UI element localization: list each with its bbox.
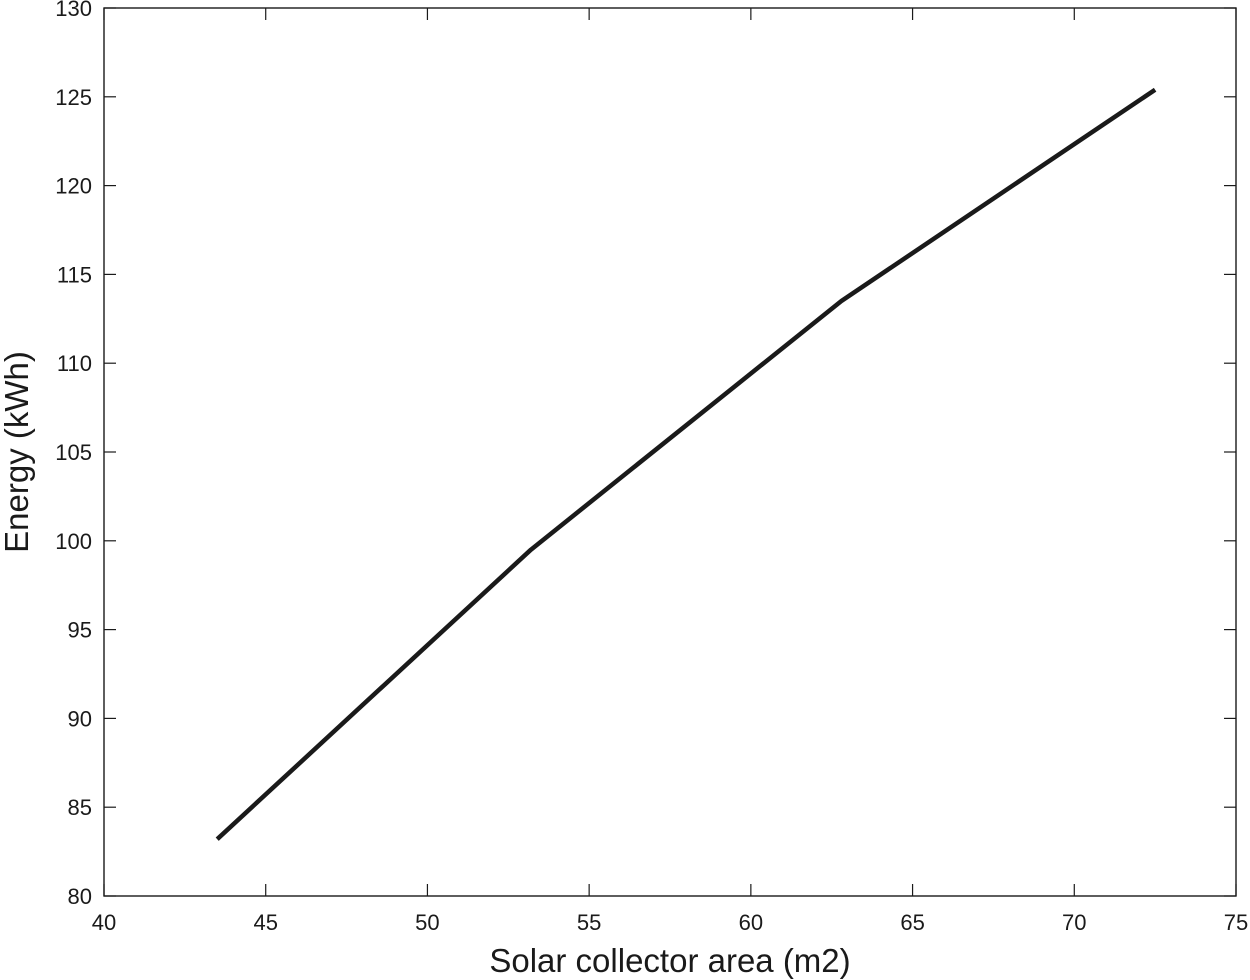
x-axis-title: Solar collector area (m2)	[489, 942, 850, 979]
y-tick-label: 130	[55, 0, 92, 21]
x-tick-label: 55	[577, 910, 601, 935]
series-layer	[215, 87, 1157, 841]
x-tick-label: 45	[253, 910, 277, 935]
y-tick-label: 80	[68, 884, 92, 909]
x-tick-label: 70	[1062, 910, 1086, 935]
y-axis-title: Energy (kWh)	[0, 351, 35, 553]
y-tick-labels: 80 85 90 95 100 105 110 115 120 125 130	[55, 0, 92, 909]
x-tick-labels: 40 45 50 55 60 65 70 75	[92, 910, 1248, 935]
x-tick-label: 75	[1224, 910, 1248, 935]
y-tick-label: 100	[55, 529, 92, 554]
y-tick-label: 85	[68, 795, 92, 820]
y-tick-label: 95	[68, 618, 92, 643]
y-tick-label: 90	[68, 706, 92, 731]
x-tick-label: 65	[900, 910, 924, 935]
plot-frame	[103, 7, 1237, 897]
x-tick-label: 40	[92, 910, 116, 935]
y-tick-label: 125	[55, 85, 92, 110]
y-tick-label: 115	[57, 262, 92, 287]
plot-background	[104, 8, 1236, 896]
series-line-0	[215, 87, 1157, 841]
x-tick-label: 50	[415, 910, 439, 935]
y-tick-label: 120	[55, 174, 92, 199]
y-tick-label: 110	[57, 351, 92, 376]
x-tick-label: 60	[739, 910, 763, 935]
y-tick-label: 105	[55, 440, 92, 465]
